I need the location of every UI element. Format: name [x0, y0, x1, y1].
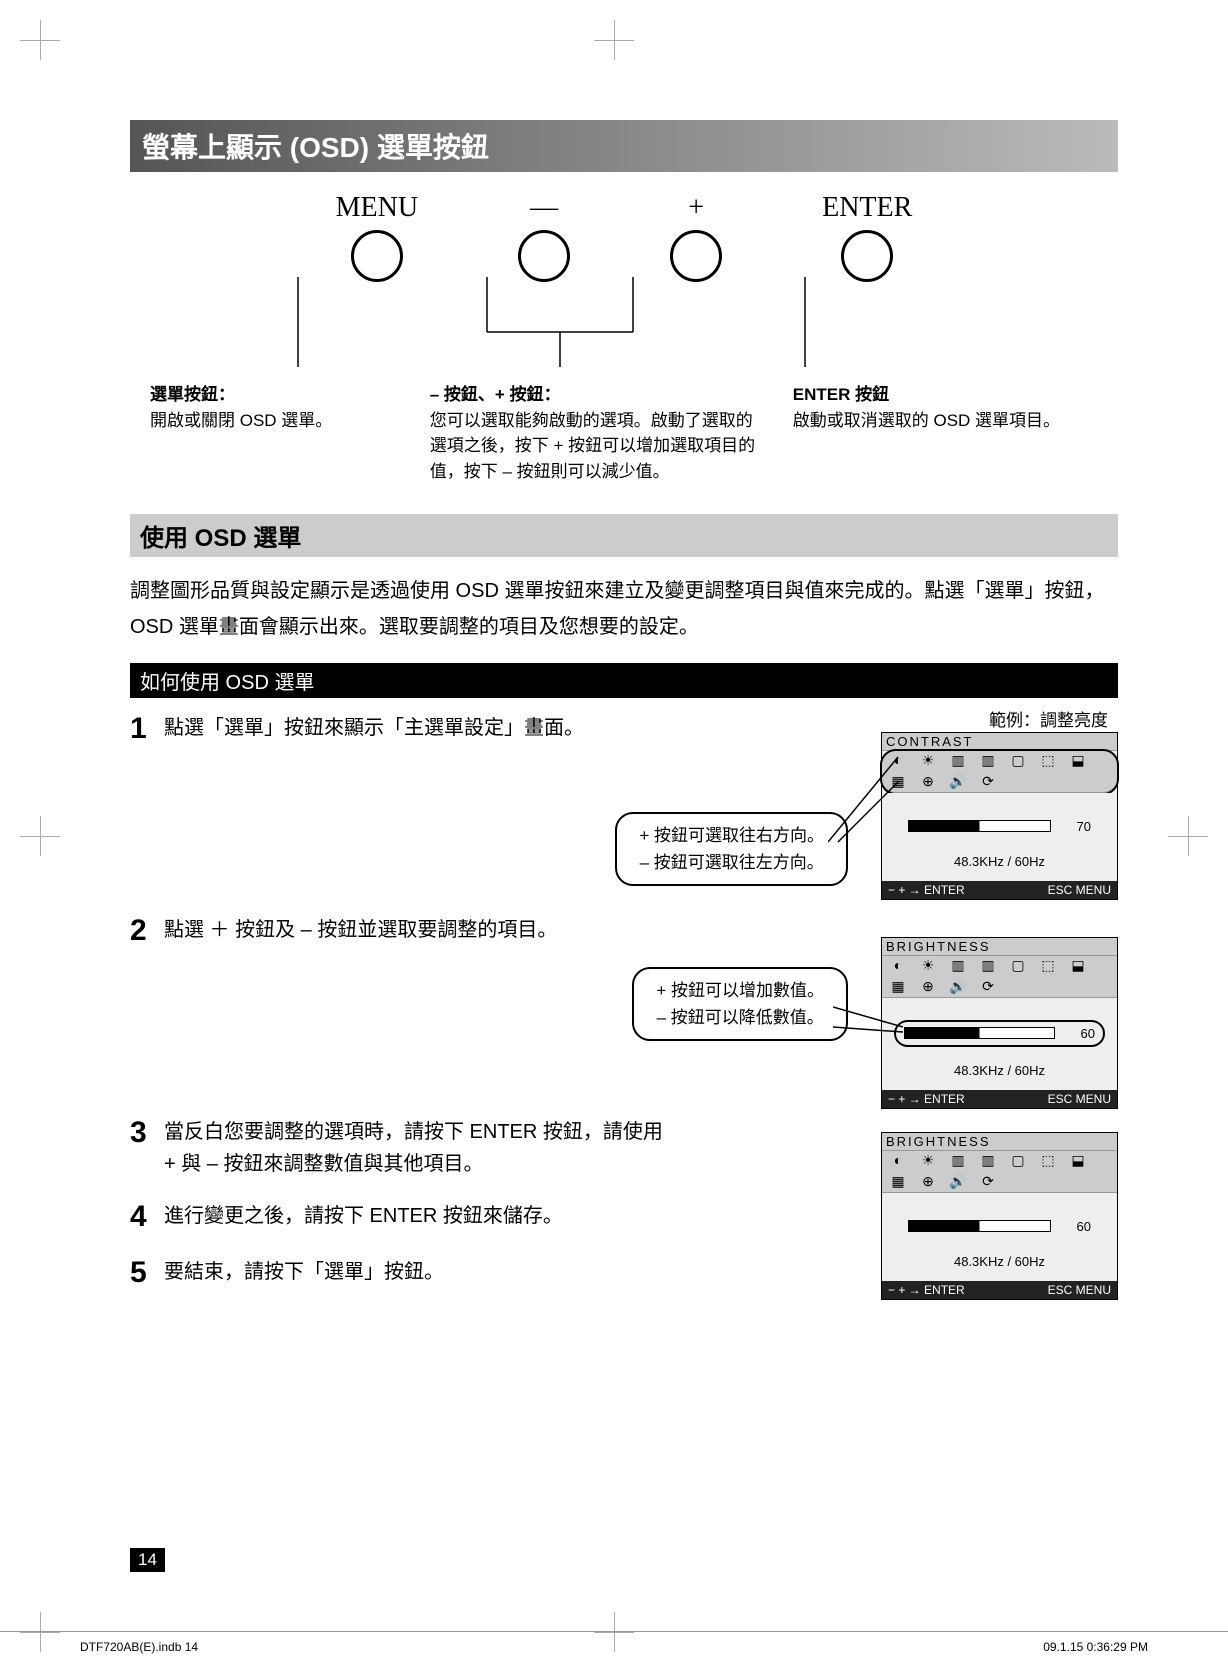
- example-label: 範例：調整亮度: [989, 706, 1108, 731]
- step-number: 5: [130, 1258, 164, 1288]
- button-diagram: MENU — + ENTER: [210, 192, 1038, 342]
- osd-slider: 70: [894, 815, 1105, 838]
- page-number: 14: [130, 1548, 165, 1572]
- menu-label: MENU: [336, 192, 418, 226]
- osd-panel-brightness: BRIGHTNESS ◐☀▥▥▢⬚ ⬓▦⊕🔊⟳ 60 48.3KHz / 60H…: [881, 937, 1118, 1109]
- osd-icon-row: ◐☀▥▥▢⬚ ⬓▦⊕🔊⟳: [882, 751, 1117, 793]
- menu-desc-title: 選單按鈕：: [150, 382, 400, 408]
- step-number: 3: [130, 1118, 164, 1148]
- footer-right: 09.1.15 0:36:29 PM: [1043, 1640, 1148, 1654]
- enter-label: ENTER: [822, 192, 912, 226]
- enter-button-icon: [841, 230, 893, 282]
- osd-title: BRIGHTNESS: [882, 1133, 1117, 1151]
- plus-label: +: [670, 192, 722, 226]
- step1-text: 點選「選單」按鈕來顯示「主選單設定」畫面。: [164, 712, 670, 744]
- osd-title: BRIGHTNESS: [882, 938, 1117, 956]
- step-number: 1: [130, 714, 164, 744]
- pm-desc-text: 您可以選取能夠啟動的選項。啟動了選取的選項之後，按下 + 按鈕可以增加選取項目的…: [430, 408, 763, 485]
- step2-text: 點選 ＋ 按鈕及 – 按鈕並選取要調整的項目。: [164, 914, 670, 946]
- enter-desc-title: ENTER 按鈕: [793, 382, 1098, 408]
- step-number: 2: [130, 916, 164, 946]
- footer-left: DTF720AB(E).indb 14: [80, 1640, 198, 1654]
- footer-divider: [0, 1631, 1228, 1632]
- step5-text: 要結束，請按下「選單」按鈕。: [164, 1256, 670, 1288]
- osd-panel-brightness-2: BRIGHTNESS ◐☀▥▥▢⬚ ⬓▦⊕🔊⟳ 60 48.3KHz / 60H…: [881, 1132, 1118, 1300]
- osd-panel-contrast: CONTRAST ◐☀▥▥▢⬚ ⬓▦⊕🔊⟳ 70 48.3KHz / 60Hz …: [881, 732, 1118, 900]
- callout-value: + 按鈕可以增加數值。 – 按鈕可以降低數值。: [632, 967, 848, 1041]
- section-title: 使用 OSD 選單: [130, 514, 1118, 557]
- intro-text: 調整圖形品質與設定顯示是透過使用 OSD 選單按鈕來建立及變更調整項目與值來完成…: [130, 573, 1118, 645]
- howto-title: 如何使用 OSD 選單: [130, 663, 1118, 698]
- page-title: 螢幕上顯示 (OSD) 選單按鈕: [130, 120, 1118, 172]
- minus-label: —: [518, 192, 570, 226]
- osd-icon-row: ◐☀▥▥▢⬚ ⬓▦⊕🔊⟳: [882, 1151, 1117, 1193]
- button-descriptions: 選單按鈕： 開啟或關閉 OSD 選單。 – 按鈕、+ 按鈕： 您可以選取能夠啟動…: [150, 382, 1098, 484]
- osd-stat: 48.3KHz / 60Hz: [890, 1057, 1109, 1084]
- pm-desc-title: – 按鈕、+ 按鈕：: [430, 382, 763, 408]
- step4-text: 進行變更之後，請按下 ENTER 按鈕來儲存。: [164, 1200, 670, 1232]
- osd-stat: 48.3KHz / 60Hz: [890, 848, 1109, 875]
- osd-title: CONTRAST: [882, 733, 1117, 751]
- menu-desc-text: 開啟或關閉 OSD 選單。: [150, 408, 400, 434]
- callout-direction: + 按鈕可選取往右方向。 – 按鈕可選取往左方向。: [615, 812, 848, 886]
- menu-button-icon: [351, 230, 403, 282]
- minus-button-icon: [518, 230, 570, 282]
- step-number: 4: [130, 1202, 164, 1232]
- step3-text: 當反白您要調整的選項時，請按下 ENTER 按鈕，請使用 + 與 – 按鈕來調整…: [164, 1116, 670, 1180]
- osd-slider: 60: [894, 1215, 1105, 1238]
- osd-stat: 48.3KHz / 60Hz: [890, 1248, 1109, 1275]
- plus-button-icon: [670, 230, 722, 282]
- osd-icon-row: ◐☀▥▥▢⬚ ⬓▦⊕🔊⟳: [882, 956, 1117, 998]
- enter-desc-text: 啟動或取消選取的 OSD 選單項目。: [793, 408, 1098, 434]
- osd-slider-highlighted: 60: [894, 1020, 1105, 1047]
